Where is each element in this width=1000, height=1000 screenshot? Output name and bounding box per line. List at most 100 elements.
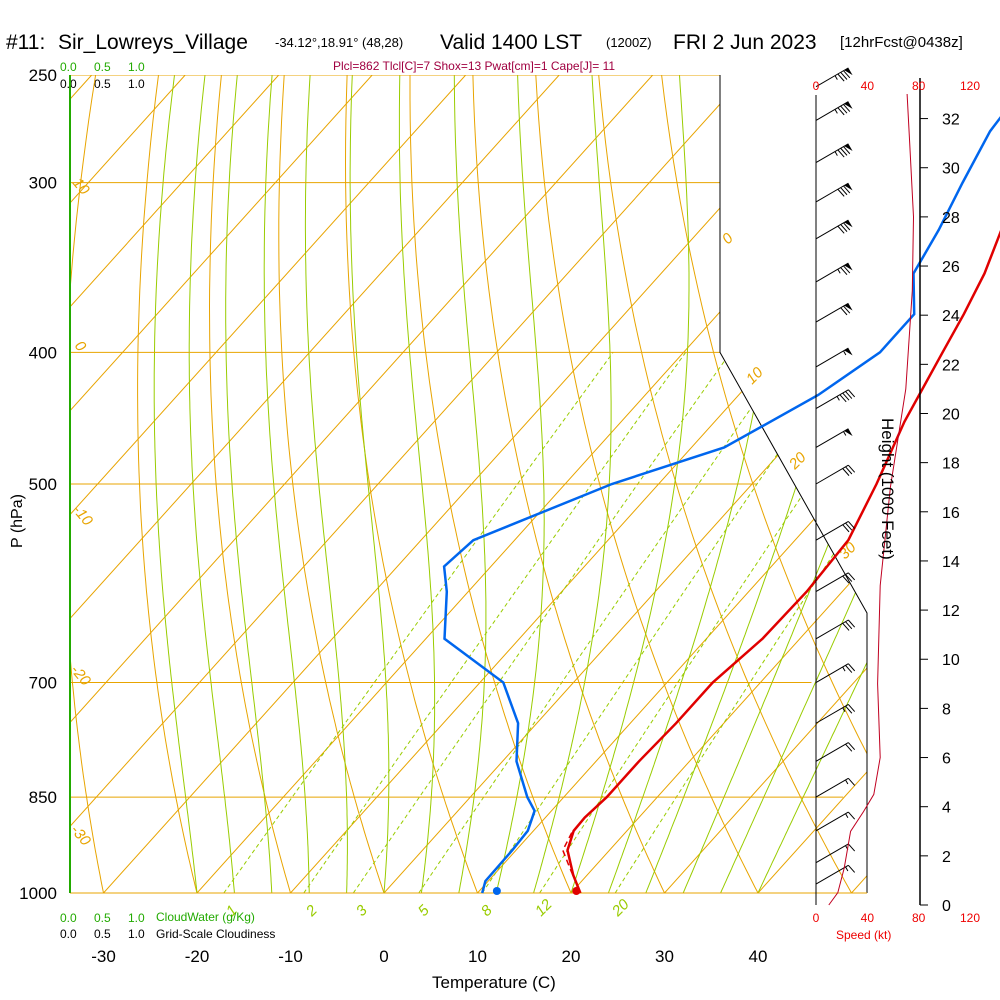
barb-pennant bbox=[844, 263, 853, 271]
mixing-ratio-line bbox=[614, 352, 867, 893]
dry-adiabat-line bbox=[970, 51, 1000, 922]
moist-adiabat-line bbox=[349, 75, 390, 893]
wind-barb bbox=[815, 663, 856, 683]
date-label: FRI 2 Jun 2023 bbox=[673, 31, 817, 54]
barb-feather bbox=[843, 305, 851, 314]
y-tick-label: 500 bbox=[29, 475, 57, 494]
wind-barb bbox=[815, 704, 856, 724]
barb-half-feather bbox=[834, 109, 838, 114]
barb-feather bbox=[842, 468, 850, 476]
dry-adiabat-line bbox=[596, 75, 867, 893]
dry-adiabat-line bbox=[658, 75, 867, 893]
wind-barb bbox=[815, 101, 853, 121]
x-tick-label: 40 bbox=[749, 947, 768, 966]
wind-barb bbox=[815, 520, 856, 541]
moist-adiabat-line bbox=[153, 75, 198, 893]
barb-half-feather bbox=[845, 779, 849, 785]
y-tick-label: 700 bbox=[29, 674, 57, 693]
utc-time: (1200Z) bbox=[606, 35, 652, 50]
moist-adiabat-line bbox=[188, 75, 235, 893]
barb-staff bbox=[815, 843, 849, 864]
barb-staff bbox=[815, 347, 849, 368]
cloud-tick: 0.0 bbox=[60, 911, 77, 925]
dewpoint-profile bbox=[442, 116, 1000, 894]
mixing-ratio-label: 20 bbox=[608, 896, 633, 921]
wind-barb bbox=[815, 619, 856, 640]
barb-feather bbox=[845, 743, 853, 752]
cloud-tick: 0.5 bbox=[94, 911, 111, 925]
moist-adiabat-line bbox=[682, 75, 867, 893]
isotherm-line bbox=[851, 75, 867, 893]
barb-feather bbox=[845, 621, 853, 630]
mixing-ratio-line bbox=[223, 352, 614, 893]
barb-pennant bbox=[844, 143, 853, 152]
temperature-profile bbox=[566, 229, 1000, 894]
barb-staff bbox=[815, 143, 849, 164]
dry-adiabat-line bbox=[845, 75, 867, 893]
x-tick-label: -10 bbox=[278, 947, 303, 966]
isotherm-line bbox=[70, 75, 373, 893]
dry-adiabat-line bbox=[278, 75, 395, 893]
wind-barb bbox=[815, 572, 856, 593]
speed-tick-top: 80 bbox=[912, 79, 926, 93]
dry-adiabat-line bbox=[70, 75, 110, 893]
y-tick-label: 250 bbox=[29, 66, 57, 85]
height-tick-label: 14 bbox=[942, 554, 960, 571]
moist-adiabat-line bbox=[495, 75, 545, 893]
barb-feather bbox=[840, 307, 848, 316]
wind-barb bbox=[815, 843, 856, 864]
plot-right-edge bbox=[719, 75, 868, 893]
barb-feather bbox=[840, 147, 848, 156]
barb-staff bbox=[815, 663, 849, 683]
x-axis-title: Temperature (C) bbox=[432, 973, 556, 992]
wind-barb bbox=[815, 811, 856, 832]
isobar-lines bbox=[70, 75, 867, 893]
speed-axis-title: Speed (kt) bbox=[836, 928, 891, 942]
barb-feather bbox=[847, 811, 856, 820]
speed-tick-top: 0 bbox=[813, 79, 820, 93]
plot-boundary bbox=[69, 75, 868, 894]
height-tick-label: 18 bbox=[942, 456, 960, 473]
barb-feather bbox=[847, 704, 856, 712]
height-tick-label: 12 bbox=[942, 603, 960, 620]
barb-feather bbox=[847, 777, 856, 786]
dry-adiabat-line bbox=[208, 75, 300, 893]
moist-adiabat-line bbox=[304, 75, 348, 893]
barb-feather bbox=[843, 265, 851, 274]
station-name: Sir_Lowreys_Village bbox=[58, 31, 248, 54]
dry-adiabat-line bbox=[472, 75, 679, 893]
moist-adiabat-lines bbox=[153, 75, 867, 893]
height-tick-label: 28 bbox=[942, 210, 960, 227]
barb-half-feather bbox=[834, 151, 838, 156]
axes: -30 -20 -10 0 10 20 30 402503004005007008501000… bbox=[19, 66, 980, 966]
wind-speed-profile bbox=[828, 93, 915, 906]
height-tick-label: 26 bbox=[942, 259, 960, 276]
cloud-tick: 1.0 bbox=[128, 911, 145, 925]
isotherm-line bbox=[70, 75, 280, 893]
isotherm-line bbox=[664, 75, 867, 893]
height-tick-label: 0 bbox=[942, 898, 951, 915]
dry-adiabat-label: 0 bbox=[719, 229, 737, 247]
barb-staff bbox=[815, 302, 849, 323]
indices-line: Plcl=862 Tlcl[C]=7 Shox=13 Pwat[cm]=1 Ca… bbox=[333, 59, 615, 73]
cloud-water-label: CloudWater (g/Kg) bbox=[156, 910, 255, 924]
height-tick-label: 22 bbox=[942, 357, 960, 374]
barb-feather bbox=[840, 224, 848, 232]
barb-staff bbox=[815, 219, 849, 240]
isotherm-label: -10 bbox=[69, 502, 96, 530]
moist-adiabat-line bbox=[757, 75, 867, 893]
barb-half-feather bbox=[842, 707, 846, 713]
barb-feather bbox=[847, 864, 856, 873]
barb-feather bbox=[847, 663, 856, 672]
mixing-ratio-label: 3 bbox=[353, 901, 371, 919]
cloudiness-tick: 0.5 bbox=[94, 927, 111, 941]
barb-half-feather bbox=[845, 813, 849, 818]
speed-tick-top: 120 bbox=[960, 79, 980, 93]
height-axis-title: Height (1000 Feet) bbox=[878, 418, 897, 560]
barb-feather bbox=[843, 222, 851, 231]
wind-barb bbox=[815, 302, 853, 323]
barb-feather bbox=[847, 572, 856, 581]
barb-feather bbox=[845, 665, 853, 673]
barb-half-feather bbox=[837, 268, 841, 274]
